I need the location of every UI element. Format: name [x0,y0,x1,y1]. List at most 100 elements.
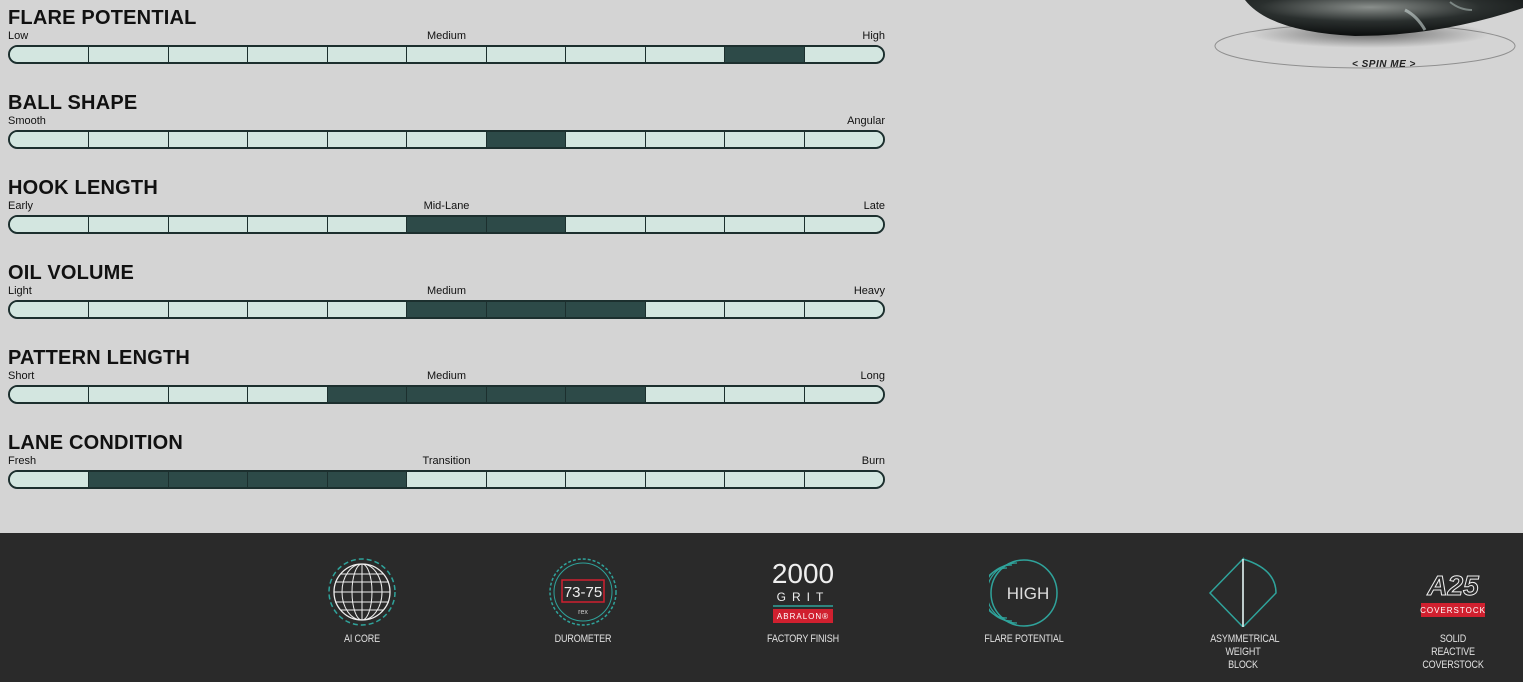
rating-segment-empty [566,132,646,147]
spec-list: FLARE POTENTIAL Low Medium High BALL SHA… [8,6,886,516]
rating-bar [8,385,885,404]
scale-high-label: Angular [847,115,885,127]
rating-segment-empty [89,217,169,232]
rating-bar [8,215,885,234]
rating-segment-empty [168,217,249,232]
rating-segment-empty [168,387,249,402]
rating-segment-empty [89,132,169,147]
rating-segment-empty [407,472,487,487]
rating-segment-empty [725,217,805,232]
rating-segment-empty [486,472,567,487]
spec-oil-volume: OIL VOLUME Light Medium Heavy [8,261,886,346]
rating-segment-filled [248,472,328,487]
flare-icon: HIGH [954,555,1094,627]
scale-low-label: Smooth [8,115,46,127]
scale-low-label: Short [8,370,35,382]
feature-caption: SOLID REACTIVE COVERSTOCK [1422,633,1484,671]
rating-segment-filled [89,472,169,487]
rating-segment-empty [407,47,487,62]
scale-high-label: High [862,30,885,42]
feature-strip: AI CORE 73-75 rex DUROMETER 2000 GRIT AB… [0,533,1523,682]
scale-high-label: Burn [861,455,885,467]
rating-segment-empty [804,472,883,487]
grit-brand: ABRALON® [777,612,829,621]
spec-title: BALL SHAPE [8,92,138,114]
spec-title: FLARE POTENTIAL [8,7,197,29]
rating-segment-empty [645,47,726,62]
rating-segment-filled [725,47,805,62]
scale-high-label: Late [863,200,885,212]
rating-segment-empty [89,387,169,402]
rating-bar [8,470,885,489]
durometer-unit: rex [578,609,588,616]
spec-ball-shape: BALL SHAPE Smooth Angular [8,91,886,176]
feature-flare-potential: HIGH FLARE POTENTIAL [954,555,1094,646]
rating-segment-empty [248,387,328,402]
scale-mid-label: Medium [426,285,467,297]
rating-segment-empty [645,217,726,232]
rating-segment-empty [804,47,883,62]
spec-title: HOOK LENGTH [8,177,158,199]
rating-segment-empty [645,132,726,147]
rating-segment-empty [804,302,883,317]
spec-title: LANE CONDITION [8,432,184,454]
rating-segment-empty [168,302,249,317]
feature-weight-block: ASYMMETRICAL WEIGHT BLOCK [1173,555,1313,672]
feature-durometer: 73-75 rex DUROMETER [513,555,653,646]
feature-caption: FLARE POTENTIAL [984,633,1064,645]
scale-mid-label: Transition [422,455,471,467]
rating-segment-empty [10,132,90,147]
rating-segment-filled [486,387,567,402]
rating-segment-empty [10,217,90,232]
rating-bar [8,300,885,319]
rating-segment-empty [566,217,646,232]
flare-level: HIGH [1007,584,1050,603]
spec-lane-condition: LANE CONDITION Fresh Transition Burn [8,431,886,516]
rating-segment-empty [10,47,90,62]
rating-segment-empty [804,387,883,402]
rating-segment-empty [327,132,408,147]
rating-segment-filled [168,472,249,487]
feature-factory-finish: 2000 GRIT ABRALON® FACTORY FINISH [733,555,873,646]
rating-segment-empty [89,302,169,317]
rating-segment-empty [10,387,90,402]
core-globe-icon [292,555,432,627]
rating-segment-empty [10,472,90,487]
rating-segment-filled [327,472,408,487]
coverstock-badge: COVERSTOCK [1420,606,1486,615]
scale-low-label: Early [8,200,34,212]
rating-segment-empty [248,132,328,147]
feature-caption: FACTORY FINISH [767,633,839,645]
rating-segment-empty [645,472,726,487]
ball-spinner[interactable] [1180,0,1523,80]
scale-mid-label: Medium [426,30,467,42]
rating-segment-empty [804,132,883,147]
spec-title: OIL VOLUME [8,262,135,284]
rating-segment-filled [407,302,487,317]
weight-block-icon [1173,555,1313,627]
rating-segment-filled [407,217,487,232]
scale-mid-label: Mid-Lane [423,200,470,212]
feature-ai-core: AI CORE [292,555,432,646]
rating-bar [8,45,885,64]
rating-segment-empty [327,302,408,317]
grit-value: 2000 [772,558,834,589]
rating-segment-empty [407,132,487,147]
rating-segment-empty [725,132,805,147]
ball-image[interactable] [1180,0,1523,80]
scale-mid-label: Medium [426,370,467,382]
rating-segment-empty [486,47,567,62]
rating-segment-empty [10,302,90,317]
spin-me-button[interactable]: < SPIN ME > [1352,59,1416,70]
rating-segment-empty [725,387,805,402]
grit-word: GRIT [777,590,830,604]
scale-high-label: Heavy [853,285,885,297]
rating-segment-empty [248,302,328,317]
scale-high-label: Long [860,370,885,382]
spec-flare-potential: FLARE POTENTIAL Low Medium High [8,6,886,91]
rating-segment-empty [804,217,883,232]
rating-segment-empty [168,132,249,147]
spec-title: PATTERN LENGTH [8,347,191,369]
rating-segment-empty [168,47,249,62]
feature-caption: ASYMMETRICAL WEIGHT BLOCK [1210,633,1280,671]
